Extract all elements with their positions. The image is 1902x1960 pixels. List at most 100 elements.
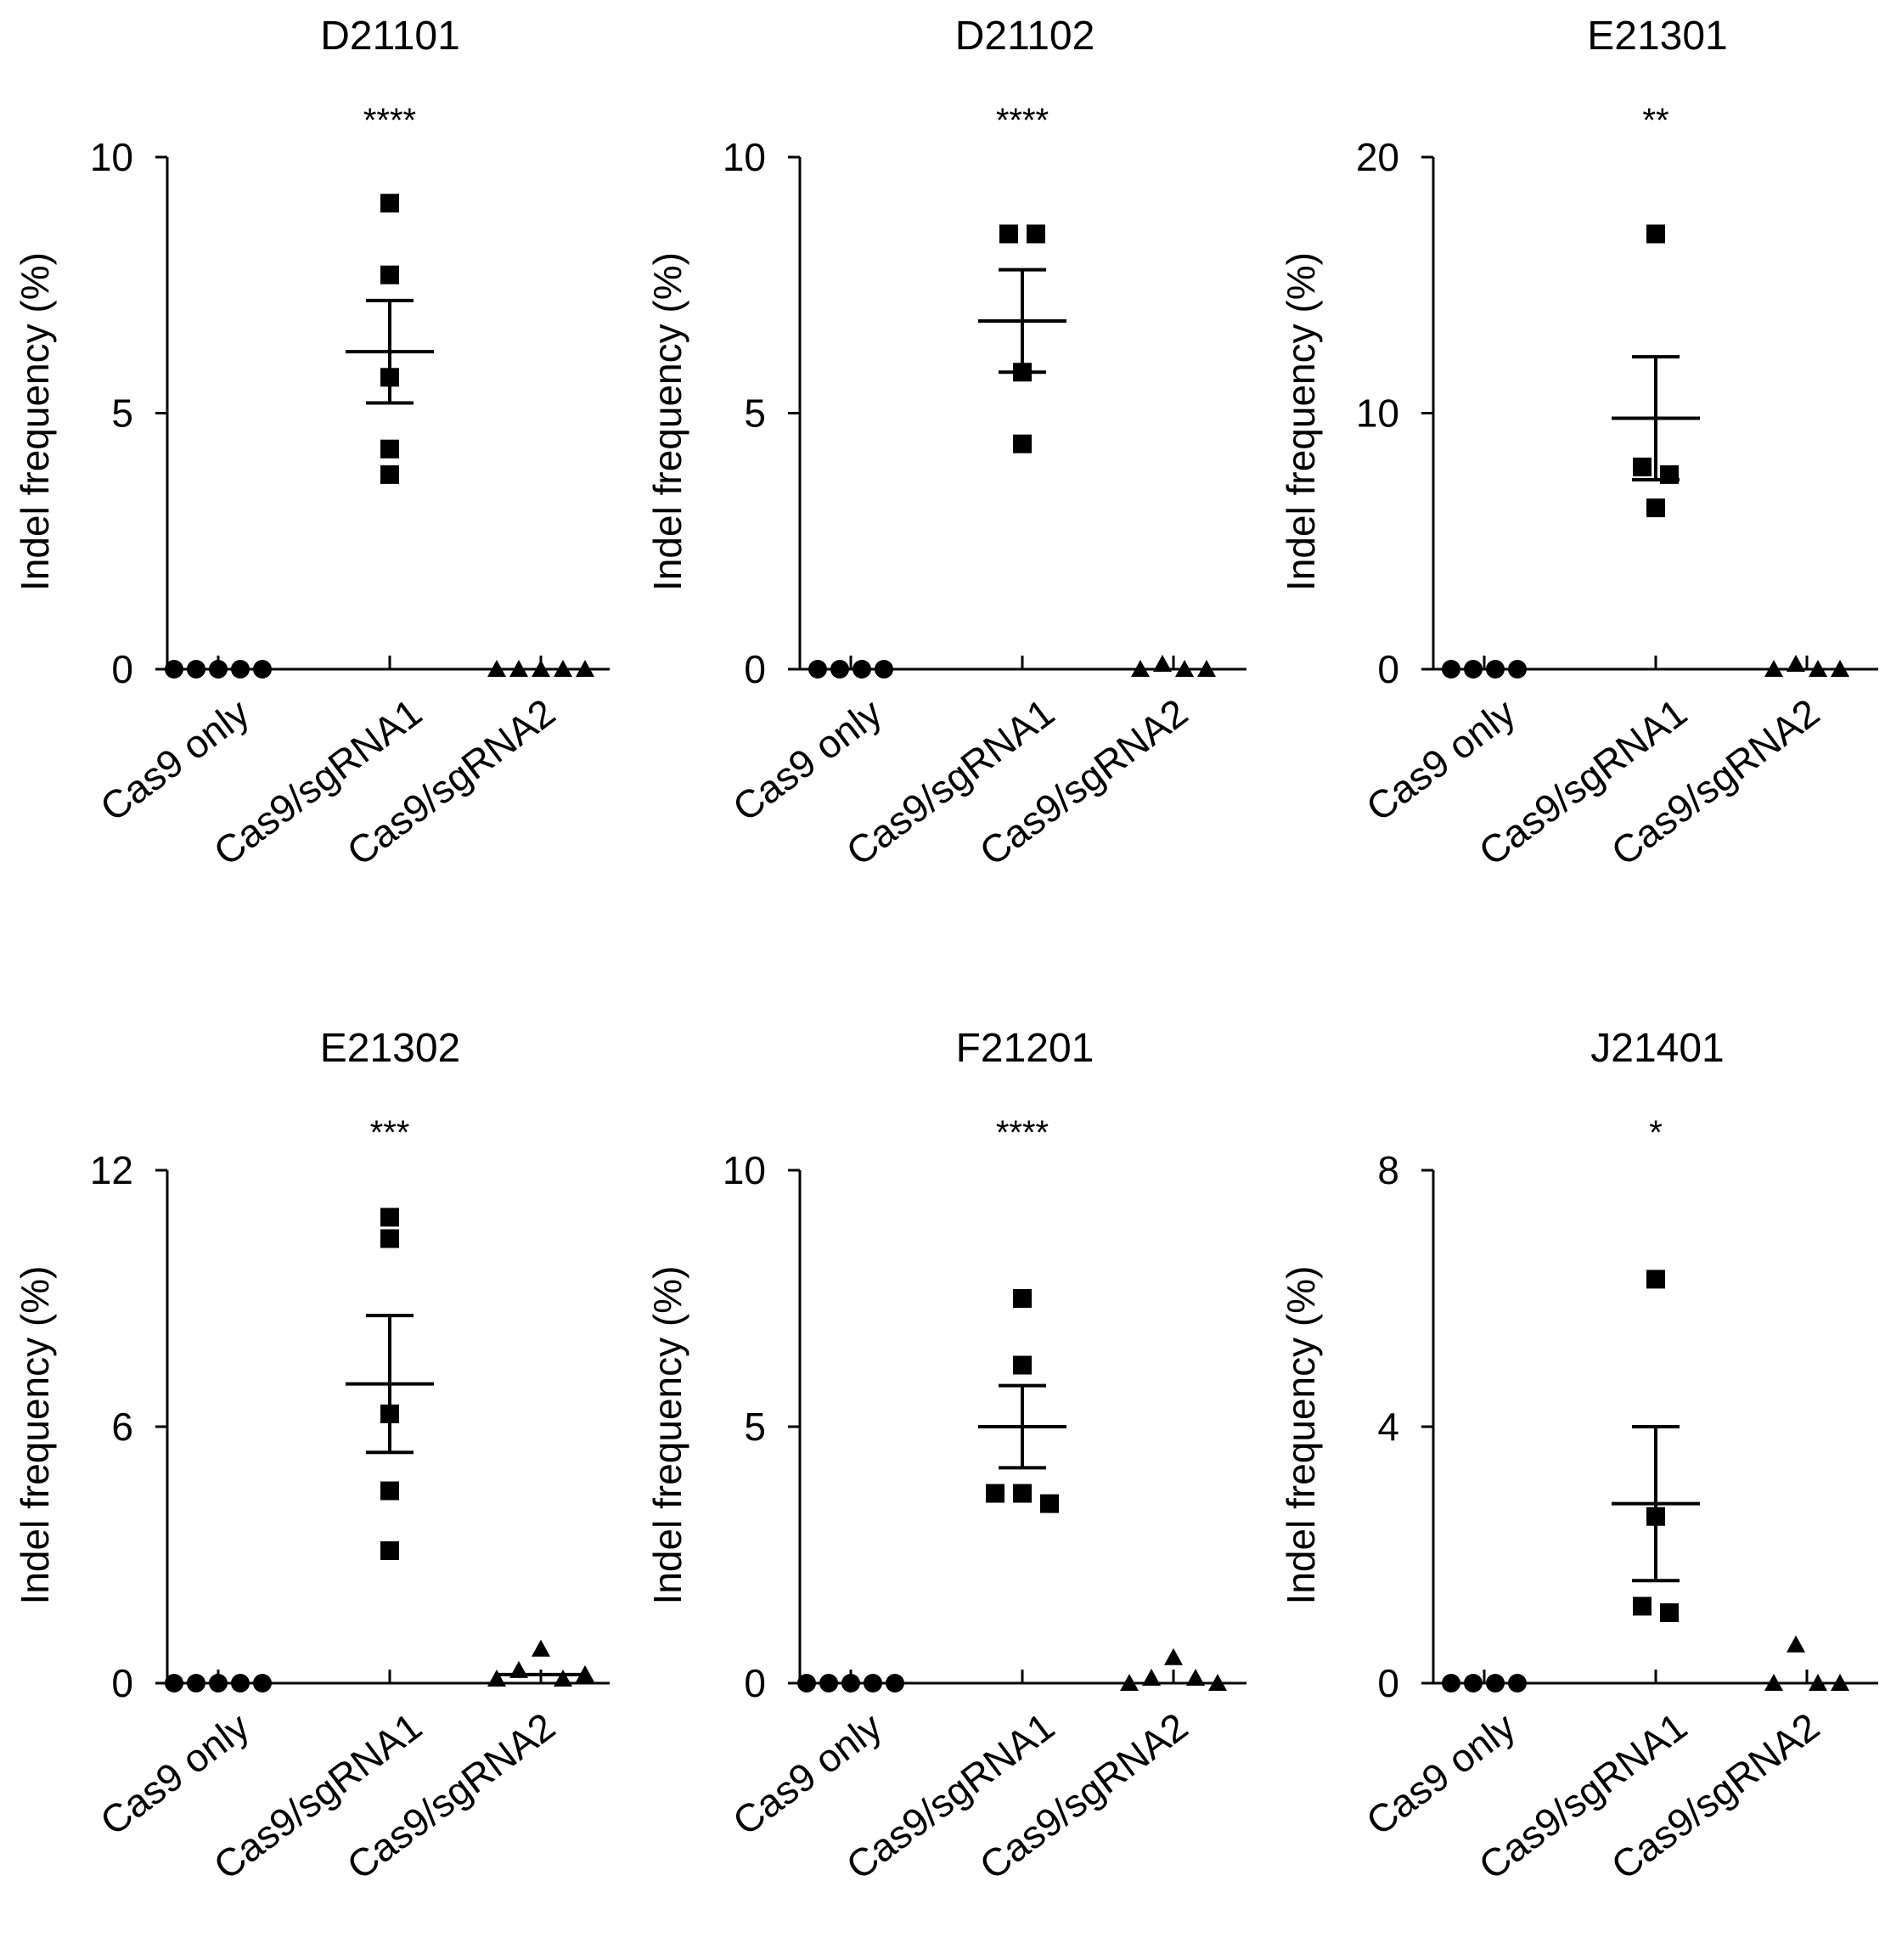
- data-point-square: [380, 1229, 399, 1248]
- significance-label: *: [1649, 1114, 1663, 1152]
- data-point-circle: [853, 660, 871, 679]
- data-point-circle: [875, 660, 893, 679]
- y-tick-label: 8: [1377, 1148, 1399, 1192]
- data-point-circle: [253, 660, 272, 679]
- data-point-square: [1633, 457, 1652, 476]
- data-point-circle: [253, 1674, 272, 1692]
- category-label: Cas9 only: [1358, 1704, 1523, 1844]
- data-point-square: [1646, 498, 1665, 518]
- data-point-triangle: [532, 660, 550, 677]
- data-point-triangle: [1175, 660, 1194, 677]
- y-tick-label: 0: [111, 647, 133, 691]
- data-point-triangle: [509, 660, 528, 677]
- panel-title: E21301: [1587, 14, 1728, 59]
- category-label: Cas9 only: [724, 690, 890, 830]
- data-point-triangle: [1186, 1668, 1205, 1686]
- y-tick-label: 20: [1356, 135, 1399, 179]
- data-point-square: [986, 1484, 1004, 1503]
- y-axis-title: Indel frequency (%): [13, 252, 57, 591]
- data-point-square: [1013, 1484, 1032, 1503]
- data-point-square: [1013, 434, 1032, 453]
- data-point-circle: [165, 1674, 183, 1692]
- category-label: Cas9 only: [724, 1704, 890, 1844]
- y-tick-label: 0: [1377, 647, 1399, 691]
- series-1: [165, 660, 272, 679]
- panel-title: D21102: [955, 14, 1095, 59]
- series-1: [808, 660, 893, 679]
- data-point-circle: [841, 1674, 860, 1692]
- y-axis-title: Indel frequency (%): [13, 1266, 57, 1605]
- data-point-square: [380, 465, 399, 484]
- data-point-square: [380, 1208, 399, 1227]
- data-point-square: [1660, 1602, 1679, 1622]
- y-tick-label: 0: [1377, 1661, 1399, 1705]
- data-point-circle: [1464, 1674, 1483, 1692]
- y-tick-label: 10: [723, 1148, 766, 1192]
- y-axis-title: Indel frequency (%): [1279, 1266, 1323, 1605]
- y-tick-label: 10: [723, 135, 766, 179]
- data-point-triangle: [532, 1639, 550, 1657]
- significance-label: ****: [996, 1114, 1049, 1152]
- data-point-triangle: [1208, 1674, 1227, 1691]
- chart-panel-1: D21101 **** 0 5 10 Indel frequency (%) Cas9 on…: [13, 14, 610, 874]
- data-point-circle: [187, 660, 205, 679]
- data-point-square: [1646, 224, 1665, 244]
- data-point-triangle: [487, 660, 506, 677]
- y-tick-label: 4: [1377, 1405, 1399, 1449]
- series-2: [346, 1208, 434, 1560]
- data-point-circle: [1486, 1674, 1505, 1692]
- series-1: [165, 1674, 272, 1692]
- significance-label: **: [1642, 102, 1668, 139]
- data-point-triangle: [1764, 1674, 1783, 1691]
- y-tick-label: 6: [111, 1405, 133, 1449]
- significance-label: ****: [363, 102, 416, 139]
- y-tick-label: 10: [1356, 391, 1399, 436]
- series-3: [1764, 654, 1849, 677]
- y-axis-title: Indel frequency (%): [1279, 252, 1323, 591]
- series-3: [487, 1639, 594, 1687]
- significance-label: ****: [996, 102, 1049, 139]
- data-point-triangle: [487, 1669, 506, 1687]
- data-point-square: [380, 1540, 399, 1560]
- data-point-triangle: [1164, 1647, 1183, 1665]
- data-point-circle: [1486, 660, 1505, 679]
- data-point-triangle: [1197, 660, 1216, 677]
- data-point-circle: [797, 1674, 816, 1692]
- y-tick-label: 10: [90, 135, 133, 179]
- data-point-triangle: [1831, 660, 1849, 677]
- data-point-triangle: [1787, 654, 1805, 672]
- chart-panel-5: F21201 **** 0 5 10 Indel frequency (%) Cas9 on…: [645, 1026, 1246, 1888]
- data-point-circle: [187, 1674, 205, 1692]
- data-point-triangle: [1131, 660, 1150, 677]
- data-point-circle: [1508, 660, 1527, 679]
- series-3: [1131, 654, 1216, 677]
- data-point-triangle: [554, 1669, 572, 1687]
- chart-panel-4: E21302 *** 0 6 12 Indel frequency (%) Cas9 onl…: [13, 1026, 610, 1888]
- data-point-circle: [209, 660, 228, 679]
- chart-panel-2: D21102 **** 0 5 10 Indel frequency (%) Cas9 on…: [645, 14, 1246, 874]
- panel-title: E21302: [320, 1026, 461, 1071]
- series-2: [346, 194, 434, 484]
- data-point-triangle: [1787, 1635, 1805, 1653]
- y-tick-label: 0: [744, 647, 766, 691]
- data-point-triangle: [1764, 660, 1783, 677]
- chart-panel-3: E21301 ** 0 10 20 Indel frequency (%) Cas9 onl…: [1279, 14, 1878, 874]
- series-2: [978, 224, 1066, 453]
- panel-title: F21201: [956, 1026, 1094, 1071]
- series-2: [1612, 224, 1700, 518]
- data-point-square: [380, 439, 399, 459]
- series-3: [487, 660, 594, 677]
- series-1: [797, 1674, 904, 1692]
- data-point-circle: [1442, 660, 1460, 679]
- data-point-square: [1013, 1355, 1032, 1375]
- data-point-triangle: [576, 660, 594, 677]
- significance-label: ***: [370, 1114, 410, 1152]
- series-3: [1120, 1647, 1227, 1691]
- data-point-circle: [819, 1674, 838, 1692]
- data-point-square: [1013, 1289, 1032, 1308]
- y-tick-label: 0: [111, 1661, 133, 1705]
- data-point-square: [1040, 1494, 1059, 1513]
- data-point-triangle: [1142, 1668, 1161, 1686]
